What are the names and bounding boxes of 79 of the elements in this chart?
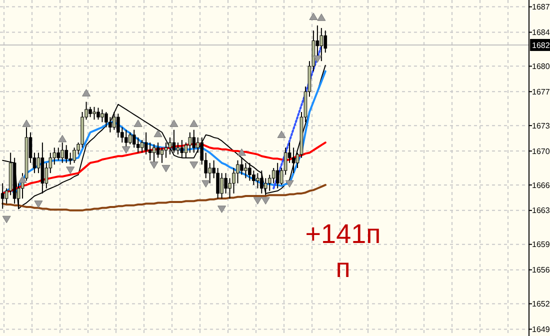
ref-line-label: 1682: [532, 40, 550, 50]
candlestick: [224, 172, 228, 194]
candlestick: [128, 132, 132, 145]
candlestick: [208, 162, 212, 184]
y-tick-label: 1673: [532, 121, 550, 130]
point: [317, 14, 326, 21]
y-tick-label: 1670: [532, 146, 550, 156]
y-tick-label: 1656: [532, 266, 550, 275]
point: [154, 130, 162, 138]
point: [261, 197, 270, 204]
point: [313, 55, 322, 63]
point: [34, 200, 43, 208]
candlestick: [244, 162, 248, 179]
point: [285, 180, 294, 188]
point: [58, 134, 67, 142]
point: [277, 130, 286, 138]
y-tick-label: 1663: [532, 206, 550, 216]
point: [82, 89, 91, 96]
y-tick-label: 1677: [532, 87, 550, 96]
point: [134, 120, 142, 127]
y-tick-label: 1684: [532, 28, 550, 38]
point: [170, 120, 178, 127]
candlestick: [192, 129, 196, 154]
candlestick: [240, 157, 244, 176]
point: [2, 216, 11, 224]
point: [66, 166, 75, 174]
candlestick: [140, 140, 144, 154]
candlestick: [72, 147, 76, 164]
candlestick: [220, 172, 224, 200]
annotation: +141п п: [305, 219, 381, 283]
point: [150, 162, 158, 169]
point: [237, 148, 246, 156]
candlestick: [148, 142, 152, 161]
y-tick-label: 1680: [532, 62, 550, 71]
candlestick: [236, 160, 240, 184]
candlestick: [152, 144, 156, 164]
point: [190, 162, 198, 169]
point: [202, 180, 210, 188]
candlestick: [136, 136, 140, 154]
candlestick: [292, 147, 296, 174]
point: [18, 176, 27, 183]
candlestick: [96, 107, 100, 120]
point: [218, 206, 226, 213]
candlestick: [320, 28, 324, 62]
point: [253, 197, 262, 204]
candlestick: [256, 172, 260, 189]
point: [122, 146, 130, 154]
candlestick: [172, 129, 176, 154]
candlestick: [176, 142, 180, 155]
candlestick: [56, 147, 60, 161]
point: [22, 120, 31, 127]
candlestick: [60, 142, 64, 164]
candlestick: [168, 136, 172, 155]
candlestick: [272, 168, 276, 184]
y-tick-label: 1652: [532, 300, 550, 309]
candlestick: [108, 116, 112, 133]
line-series: [2, 184, 326, 212]
candlestick: [92, 106, 96, 120]
candlestick: [88, 106, 92, 118]
candlestick: [0, 182, 4, 210]
point: [162, 164, 170, 172]
candlestick: [64, 144, 68, 164]
candlestick: [264, 178, 268, 196]
candlestick: [248, 162, 252, 182]
point: [190, 120, 198, 127]
y-tick-label: 1666: [532, 180, 550, 190]
candlestick: [252, 170, 256, 186]
candlestick: [112, 112, 116, 130]
y-tick-label: 1659: [532, 240, 550, 250]
candlestick: [164, 142, 168, 158]
candlestick: [124, 129, 128, 148]
candlestick: [132, 129, 136, 148]
candlestick: [100, 108, 104, 123]
y-tick-label: 1649: [532, 325, 550, 334]
y-tick-label: 1687: [532, 2, 550, 12]
point: [309, 12, 318, 20]
candlestick: [180, 140, 184, 158]
candlestick: [260, 170, 264, 194]
candlestick: [276, 162, 280, 189]
